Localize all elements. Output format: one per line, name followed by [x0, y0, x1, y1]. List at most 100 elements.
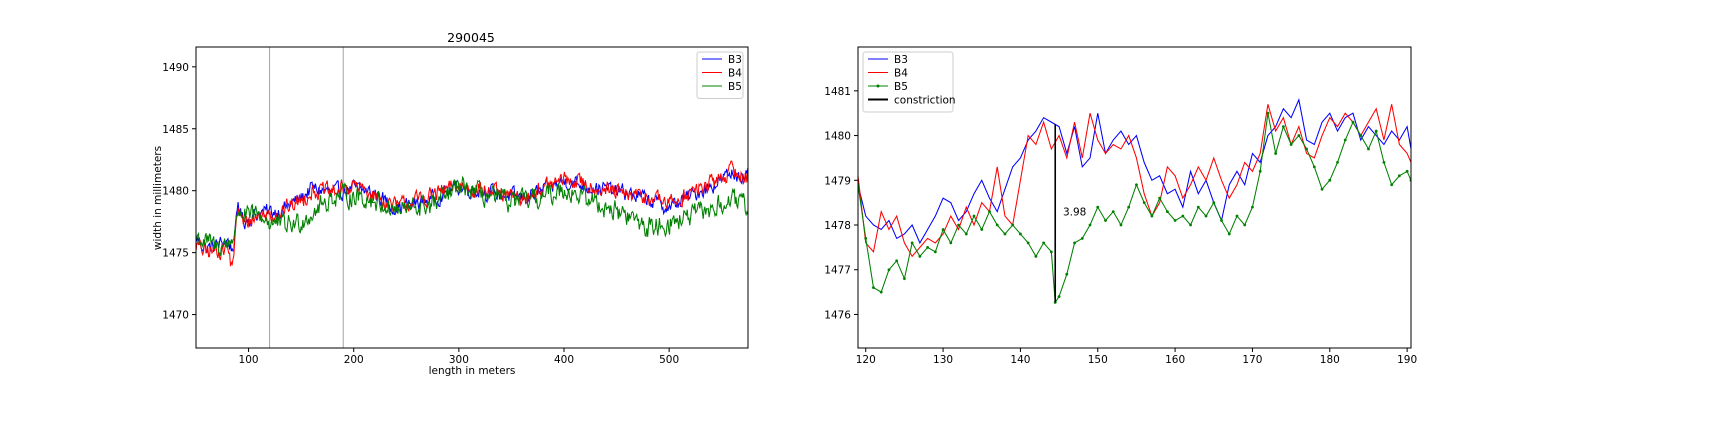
series-point-b5 — [872, 286, 875, 290]
left-x-axis-label: length in meters — [429, 365, 516, 377]
series-point-b5 — [1405, 169, 1409, 173]
series-point-b5 — [1173, 219, 1177, 222]
y-tick-label: 1479 — [824, 175, 851, 187]
x-tick-label: 100 — [239, 354, 259, 366]
series-line-b3 — [858, 98, 1411, 245]
x-tick-label: 400 — [554, 354, 574, 366]
y-tick-label: 1475 — [162, 248, 189, 260]
y-tick-label: 1480 — [824, 131, 851, 143]
series-point-b5 — [1281, 125, 1285, 129]
y-tick-label: 1470 — [162, 310, 189, 322]
series-point-b5 — [1235, 214, 1239, 218]
series-point-b5 — [1274, 152, 1278, 155]
series-point-b5 — [879, 290, 883, 294]
series-point-b5 — [1127, 205, 1131, 209]
x-tick-label: 190 — [1397, 354, 1417, 366]
series-point-b5 — [1243, 223, 1247, 227]
series-point-b5 — [1359, 134, 1363, 137]
series-point-b5 — [926, 245, 930, 249]
y-tick-label: 1481 — [824, 86, 851, 98]
series-point-b5 — [1390, 183, 1394, 187]
series-point-b5 — [1119, 223, 1123, 227]
series-point-b5 — [1049, 250, 1053, 254]
legend-label-b4: B4 — [728, 68, 742, 80]
series-point-b5 — [1135, 183, 1138, 187]
series-point-b5 — [887, 268, 891, 272]
y-tick-label: 1477 — [824, 265, 851, 277]
constriction-value-label: 3.98 — [1063, 207, 1086, 219]
series-line-b4 — [858, 104, 1411, 258]
series-point-b5 — [1158, 196, 1162, 200]
series-point-b5 — [1367, 147, 1370, 151]
series-point-b5 — [1003, 232, 1007, 236]
series-point-b5 — [1312, 165, 1316, 169]
y-tick-label: 1485 — [162, 124, 189, 136]
series-point-b5 — [1382, 160, 1386, 164]
x-tick-label: 160 — [1165, 354, 1185, 366]
x-tick-label: 180 — [1320, 354, 1340, 366]
series-line-b5 — [196, 175, 748, 257]
series-point-b5 — [1227, 232, 1231, 236]
x-tick-label: 140 — [1010, 354, 1030, 366]
series-point-b5 — [1088, 223, 1092, 227]
left-plot: 290045 100 200 300 400 500 1470 1475 1480 1485 14… — [152, 30, 749, 377]
series-point-b5 — [995, 223, 999, 227]
y-tick-label: 1478 — [824, 220, 851, 232]
series-point-b5 — [1351, 120, 1355, 124]
series-point-b5 — [864, 237, 868, 240]
series-line-b3 — [196, 168, 748, 254]
right-plot: 120 130 140 150 160 170 180 190 1476 1477 1478 1479… — [824, 46, 1417, 366]
series-point-b5 — [1096, 205, 1100, 209]
series-point-b5 — [903, 277, 906, 281]
series-point-b5 — [1034, 254, 1038, 258]
series-point-b5 — [1026, 241, 1030, 245]
legend-label-b5: B5 — [728, 81, 742, 93]
right-plot-frame — [857, 46, 1412, 349]
series-point-b5 — [1251, 205, 1254, 209]
series-point-b5 — [1289, 143, 1293, 146]
x-tick-label: 200 — [344, 354, 364, 366]
left-plot-title: 290045 — [447, 30, 495, 45]
series-point-b5 — [933, 250, 937, 254]
series-point-b5 — [1189, 223, 1192, 227]
series-point-b5 — [1196, 205, 1200, 209]
series-point-b5 — [910, 241, 914, 245]
series-point-b5 — [1258, 169, 1262, 173]
x-tick-label: 170 — [1242, 354, 1262, 366]
series-point-b5 — [895, 259, 899, 263]
series-point-b5 — [957, 223, 960, 227]
series-point-b5 — [949, 241, 953, 245]
x-tick-label: 130 — [933, 354, 953, 366]
left-plot-frame — [195, 46, 749, 349]
legend-frame — [696, 51, 744, 99]
y-tick-label: 1490 — [162, 62, 189, 74]
series-point-b5 — [1212, 201, 1216, 205]
legend-label-b4: B4 — [894, 68, 908, 80]
series-point-b5 — [1220, 219, 1223, 222]
series-point-b5 — [1328, 178, 1332, 182]
legend-label-b3: B3 — [894, 54, 908, 66]
series-point-b5 — [1057, 295, 1061, 298]
series-point-b5 — [1011, 223, 1015, 227]
series-point-b5 — [1080, 237, 1084, 240]
series-point-b5 — [1397, 174, 1401, 178]
series-point-b5 — [941, 228, 945, 231]
series-point-b5 — [964, 232, 968, 236]
legend-frame — [862, 51, 954, 113]
series-point-b5 — [1104, 219, 1107, 222]
series-point-b5 — [1181, 214, 1185, 218]
series-point-b5 — [1343, 138, 1347, 142]
legend-marker — [876, 84, 880, 88]
series-point-b5 — [1065, 272, 1069, 276]
series-point-b5 — [972, 214, 976, 218]
legend-label-b3: B3 — [728, 54, 742, 66]
series-point-b5 — [1297, 134, 1301, 137]
series-point-b5 — [980, 228, 984, 231]
y-tick-label: 1476 — [824, 309, 851, 321]
left-y-axis-label: width in millimeters — [152, 146, 164, 250]
series-point-b5 — [1336, 160, 1339, 164]
x-tick-label: 300 — [449, 354, 469, 366]
series-point-b5 — [1305, 147, 1308, 151]
series-point-b5 — [1165, 210, 1169, 213]
